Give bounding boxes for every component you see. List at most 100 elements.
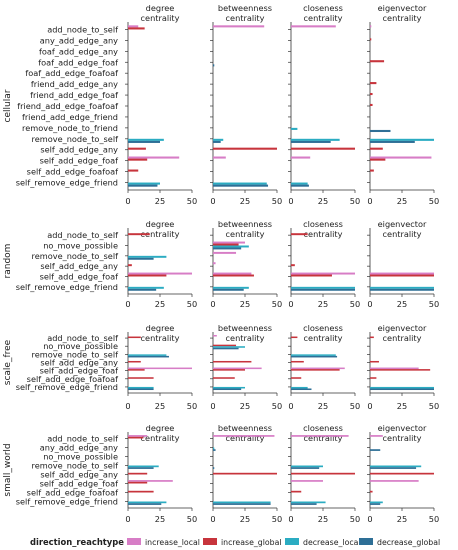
- bar: [128, 158, 148, 161]
- bar: [128, 27, 145, 30]
- bar: [128, 264, 132, 267]
- x-tick-label: 50: [187, 514, 197, 524]
- x-tick-label: 0: [288, 196, 293, 206]
- bar: [370, 140, 415, 143]
- bar: [370, 377, 377, 379]
- bar: [128, 490, 154, 493]
- bar: [370, 25, 372, 28]
- column-header: closeness: [303, 323, 343, 333]
- bar: [213, 344, 237, 347]
- x-tick-label: 0: [367, 299, 372, 309]
- bar: [128, 336, 141, 339]
- bar: [370, 467, 417, 469]
- category-label: friend_add_edge_foafoaf: [17, 101, 119, 111]
- bar: [213, 272, 252, 275]
- category-label: self_add_edge_any: [40, 145, 118, 155]
- bar: [213, 140, 221, 143]
- category-label: add_node_to_self: [47, 333, 119, 343]
- bar: [213, 346, 245, 348]
- column-header: closeness: [303, 3, 343, 13]
- bar: [213, 182, 267, 185]
- category-label: any_add_edge_any: [40, 35, 118, 45]
- bar: [291, 288, 355, 291]
- bar: [370, 103, 373, 106]
- category-label: no_move_possible: [43, 452, 118, 462]
- bar: [370, 360, 379, 363]
- column-header: centrality: [383, 433, 422, 443]
- column-header: eigenvector: [378, 219, 427, 229]
- column-header: betweenness: [218, 3, 272, 13]
- x-tick-label: 0: [288, 514, 293, 524]
- bar: [370, 272, 434, 275]
- bar: [291, 264, 295, 267]
- x-tick-label: 50: [272, 299, 282, 309]
- x-tick-label: 0: [210, 401, 215, 411]
- bar: [291, 138, 340, 141]
- category-label: no_move_possible: [43, 241, 118, 251]
- category-label: self_remove_edge_friend: [16, 282, 118, 292]
- bar: [291, 127, 298, 130]
- category-label: self_add_edge_foaf: [40, 366, 120, 376]
- bar: [128, 388, 154, 391]
- bar: [291, 386, 308, 389]
- category-label: any_add_edge_any: [40, 443, 118, 453]
- bar: [370, 367, 419, 370]
- x-tick-label: 0: [367, 514, 372, 524]
- x-tick-label: 0: [210, 196, 215, 206]
- category-label: no_move_possible: [43, 341, 118, 351]
- x-tick-label: 50: [272, 196, 282, 206]
- category-label: self_add_edge_foafoaf: [27, 167, 119, 177]
- bar: [213, 501, 271, 504]
- bar: [291, 354, 336, 356]
- category-label: self_add_edge_foaf: [40, 479, 120, 489]
- bar: [291, 147, 355, 150]
- category-label: remove_node_to_friend: [22, 123, 118, 133]
- bar: [213, 286, 249, 289]
- bar: [128, 140, 160, 143]
- bar: [213, 245, 249, 248]
- category-label: self_add_edge_foaf: [40, 272, 120, 282]
- bar: [213, 347, 239, 350]
- column-header: centrality: [304, 333, 343, 343]
- column-header: centrality: [141, 433, 180, 443]
- x-tick-label: 0: [367, 196, 372, 206]
- bar: [213, 388, 242, 391]
- category-label: self_remove_edge_friend: [16, 497, 118, 507]
- bar: [213, 241, 245, 244]
- bar: [128, 480, 173, 482]
- x-tick-label: 25: [318, 299, 328, 309]
- bar: [370, 288, 434, 291]
- x-tick-label: 25: [155, 401, 165, 411]
- bar: [213, 369, 245, 371]
- category-label: foaf_add_edge_foafoaf: [25, 68, 119, 78]
- bar: [213, 147, 277, 150]
- bar: [128, 233, 150, 236]
- bar: [291, 369, 340, 371]
- bar: [370, 274, 434, 277]
- bar: [370, 138, 434, 141]
- x-tick-label: 25: [318, 401, 328, 411]
- x-tick-label: 25: [155, 196, 165, 206]
- x-tick-label: 25: [318, 514, 328, 524]
- bar: [291, 367, 345, 370]
- column-header: centrality: [304, 433, 343, 443]
- category-label: foaf_add_edge_any: [39, 46, 118, 56]
- x-tick-label: 0: [125, 514, 130, 524]
- category-label: friend_add_edge_friend: [22, 112, 118, 122]
- x-tick-label: 25: [397, 401, 407, 411]
- x-tick-label: 25: [397, 196, 407, 206]
- bar: [128, 360, 141, 363]
- category-label: add_node_to_self: [47, 230, 119, 240]
- bar: [213, 64, 215, 67]
- legend-swatch: [285, 538, 299, 545]
- bar: [128, 467, 154, 469]
- bar: [370, 336, 374, 339]
- bar: [291, 490, 302, 493]
- column-header: centrality: [226, 333, 265, 343]
- x-tick-label: 0: [125, 299, 130, 309]
- bar: [128, 481, 148, 484]
- bar: [291, 360, 304, 363]
- bar: [291, 272, 355, 275]
- legend-label: decrease_local: [303, 538, 361, 547]
- bar: [213, 386, 245, 389]
